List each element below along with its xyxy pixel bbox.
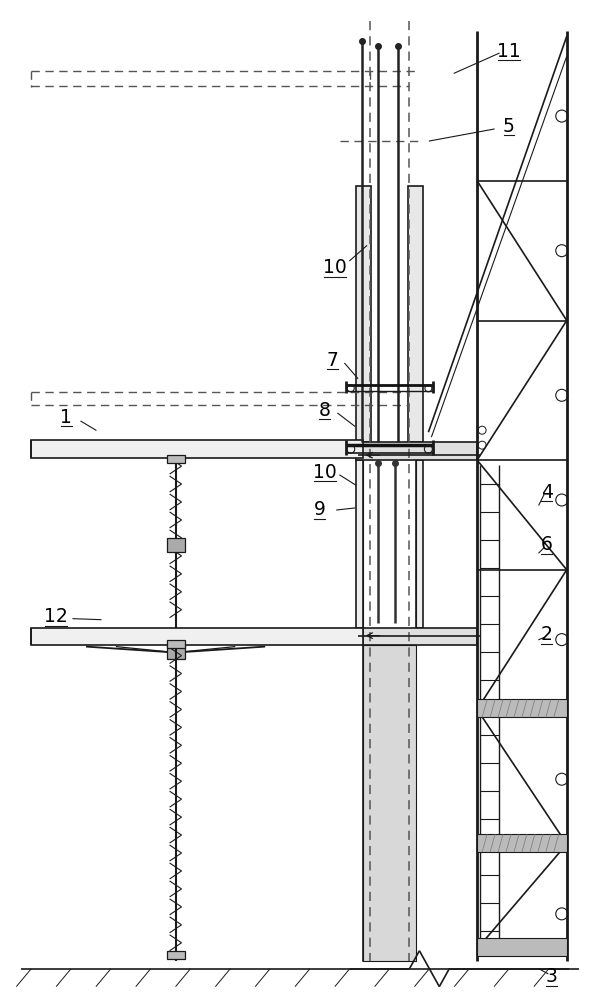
Text: 3: 3 [546,967,558,986]
Bar [409,186,423,442]
Text: 10: 10 [323,258,347,277]
Bar [356,442,477,460]
Text: 9: 9 [314,500,326,519]
Bar [416,460,423,628]
Text: 10: 10 [313,463,337,482]
Bar [167,640,184,648]
Bar [477,699,567,717]
Bar [477,834,567,852]
Text: 4: 4 [541,483,553,502]
Text: 12: 12 [44,607,68,626]
Bar [31,440,363,458]
Bar [167,455,184,463]
Bar [167,538,184,552]
Text: 6: 6 [541,535,553,554]
Text: 2: 2 [541,625,553,644]
Bar [363,645,416,961]
Text: 8: 8 [319,401,331,420]
Bar [31,628,363,645]
Bar [356,460,363,628]
Bar [167,951,184,959]
Bar [356,186,371,442]
Text: 7: 7 [327,351,339,370]
Bar [167,645,184,659]
Text: 5: 5 [503,117,515,136]
Bar [477,938,567,956]
Text: 1: 1 [60,408,72,427]
Text: 11: 11 [497,42,521,61]
Bar [363,628,477,645]
Bar [363,645,416,961]
